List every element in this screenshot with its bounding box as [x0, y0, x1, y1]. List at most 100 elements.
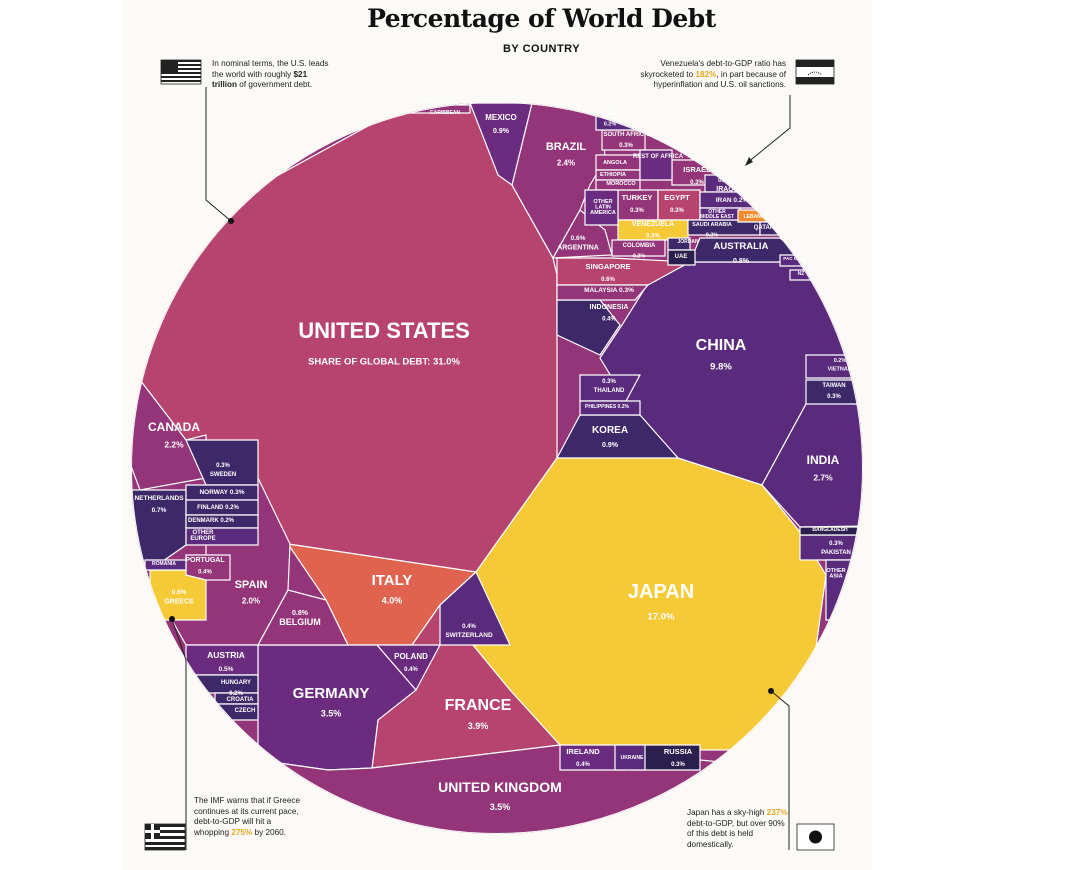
- cell-malaysia: [556, 284, 650, 301]
- label-other-latin-america: LATIN: [595, 205, 611, 211]
- value-united-kingdom: 3.5%: [490, 802, 511, 812]
- label-philippines: PHILIPPINES 0.2%: [585, 404, 629, 410]
- label-rest-of-africa: REST OF AFRICA: [633, 154, 684, 160]
- label-united-kingdom: UNITED KINGDOM: [438, 779, 562, 795]
- value-hungary: 0.2%: [229, 691, 243, 697]
- cell-poland: [375, 644, 441, 692]
- cell-other-europe: [185, 527, 259, 546]
- cell-switzerland: [439, 571, 511, 646]
- value-egypt: 0.3%: [670, 208, 684, 214]
- value-belgium: 0.8%: [292, 610, 309, 617]
- cell-argentina: [551, 209, 613, 259]
- value-colombia: 0.2%: [633, 254, 646, 260]
- value-venezuela: 0.3%: [646, 234, 660, 240]
- label-hungary: HUNGARY: [221, 680, 251, 686]
- label-egypt: EGYPT: [664, 193, 690, 202]
- label-angola: ANGOLA: [603, 160, 627, 166]
- label-ethiopia: ETHIOPIA: [600, 172, 626, 178]
- label-other-middle-east: MIDDLE EAST: [700, 214, 734, 220]
- label-united-states: UNITED STATES: [298, 318, 470, 343]
- label-argentina: ARGENTINA: [557, 245, 599, 252]
- label-uae: UAE: [675, 254, 688, 260]
- value-germany: 3.5%: [321, 709, 342, 719]
- value-greece: 0.6%: [172, 589, 187, 596]
- value-italy: 4.0%: [382, 596, 403, 606]
- value-australia: 0.8%: [733, 258, 750, 265]
- value-pakistan: 0.3%: [829, 541, 843, 547]
- label-norway: NORWAY 0.3%: [199, 489, 244, 496]
- label-czech: CZECH: [235, 708, 256, 714]
- label-nigeria: NIGERIA: [599, 111, 622, 117]
- label-iraq: IRAQ: [716, 186, 734, 193]
- value-ireland: 0.4%: [576, 762, 590, 768]
- value-netherlands: 0.7%: [152, 507, 167, 514]
- cell-morocco: [595, 179, 641, 191]
- label-australia: AUSTRALIA: [714, 241, 769, 252]
- label-belgium: BELGIUM: [279, 617, 321, 627]
- value-taiwan: 0.3%: [827, 394, 841, 400]
- value-united-states: SHARE OF GLOBAL DEBT: 31.0%: [308, 357, 460, 368]
- label-other-middle-east: OTHER: [708, 209, 726, 215]
- value-poland: 0.4%: [404, 667, 418, 673]
- venezuela-callout-arrow: [745, 157, 753, 166]
- value-saudi-arabia: 0.2%: [706, 232, 719, 238]
- label-other-asia: OTHER: [826, 568, 845, 574]
- venezuela-callout-line: [746, 95, 791, 164]
- value-south-africa: 0.3%: [619, 143, 633, 149]
- label-korea: KOREA: [592, 425, 628, 436]
- label-brazil: BRAZIL: [546, 141, 587, 153]
- value-canada: 2.2%: [164, 440, 184, 450]
- label-italy: ITALY: [372, 572, 413, 589]
- cell-colombia: [611, 239, 666, 257]
- venezuela-flag-icon: [795, 59, 835, 85]
- label-vietnam: VIETNAM: [828, 367, 853, 373]
- value-spain: 2.0%: [242, 597, 260, 606]
- label-austria: AUSTRIA: [207, 650, 245, 660]
- value-japan: 17.0%: [648, 612, 675, 623]
- us-note: In nominal terms, the U.S. leads the wor…: [212, 59, 329, 89]
- label-indonesia: INDONESIA: [590, 304, 629, 311]
- cell-pakistan: [799, 534, 861, 561]
- label-taiwan: TAIWAN: [822, 383, 845, 389]
- label-portugal: PORTUGAL: [185, 557, 225, 564]
- cell-singapore: [556, 257, 693, 286]
- cells-layer: [131, 102, 863, 834]
- labels-layer: UNITED STATES SHARE OF GLOBAL DEBT: 31.0%…: [134, 97, 852, 812]
- value-thailand: 0.3%: [602, 379, 616, 385]
- label-other-europe: OTHER: [193, 530, 215, 536]
- label-ireland: IRELAND: [566, 747, 600, 756]
- label-venezuela: VENEZUELA: [632, 221, 674, 228]
- label-turkey: TURKEY: [622, 193, 653, 202]
- label-singapore: SINGAPORE: [585, 262, 630, 271]
- value-brazil: 2.4%: [557, 159, 575, 168]
- label-finland: FINLAND 0.2%: [197, 505, 239, 511]
- label-israel: ISRAEL: [683, 165, 711, 174]
- label-pakistan: PAKISTAN: [821, 550, 851, 556]
- cell-rest-of-africa: [639, 149, 673, 181]
- label-romania: ROMANIA: [152, 561, 176, 567]
- value-singapore: 0.6%: [601, 277, 615, 283]
- cell-other-latin-america: [584, 189, 619, 226]
- label-mexico: MEXICO: [485, 113, 517, 122]
- chart-title: Percentage of World Debt: [367, 4, 716, 33]
- cell-ukraine: [614, 744, 646, 771]
- label-lebanon: LEBANON: [744, 214, 769, 220]
- label-sweden: SWEDEN: [210, 472, 236, 478]
- value-india: 2.7%: [813, 473, 833, 483]
- label-china: CHINA: [696, 337, 747, 354]
- us-callout-line: [205, 87, 232, 222]
- value-france: 3.9%: [468, 721, 489, 731]
- value-nigeria: 0.2%: [604, 121, 617, 127]
- label-jordan: JORDAN: [677, 239, 699, 245]
- greece-callout-dot: [169, 616, 175, 622]
- label-poland: POLAND: [394, 652, 428, 661]
- us-callout-dot: [228, 218, 234, 224]
- label-france: FRANCE: [445, 697, 512, 714]
- label-thailand: THAILAND: [594, 388, 625, 394]
- label-saudi-arabia: SAUDI ARABIA: [692, 222, 732, 228]
- value-turkey: 0.3%: [630, 208, 644, 214]
- japan-callout-line: [770, 690, 790, 850]
- japan-callout-dot: [768, 688, 774, 694]
- label-russia: RUSSIA: [664, 747, 693, 756]
